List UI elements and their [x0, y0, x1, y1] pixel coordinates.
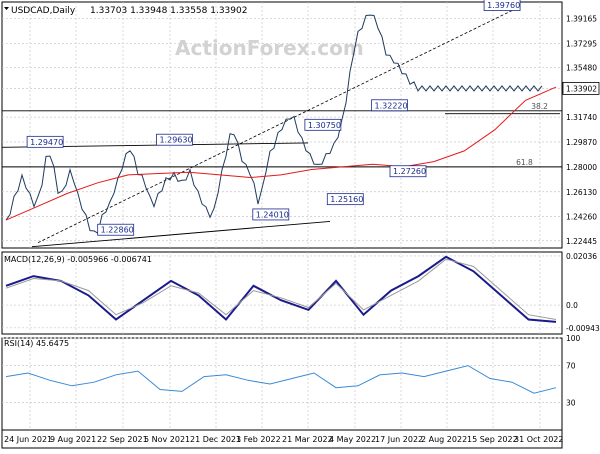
annotation-box [389, 165, 427, 178]
y-tick-label: 1.22445 [566, 237, 597, 246]
annotation-box [26, 135, 64, 148]
annotation-label: 1.24010 [256, 210, 289, 219]
long-trendline [37, 10, 513, 244]
annotation-label: 1.27260 [393, 167, 426, 176]
fibonacci-label: 61.8 [516, 158, 533, 167]
y-tick-label: 1.39165 [566, 14, 597, 23]
price-annotation: 1.29470 [26, 135, 64, 148]
last-price-tag: 1.33902 [562, 82, 600, 95]
price-frame [1, 1, 563, 249]
y-tick-label: 1.35480 [566, 63, 597, 72]
x-tick-label: 4 May 2022 [329, 435, 376, 444]
x-tick-label: 3 Feb 2022 [236, 435, 281, 444]
dropdown-arrow-icon [4, 7, 9, 10]
moving-average-line [5, 86, 557, 221]
x-tick-label: 21 Mar 2022 [282, 435, 333, 444]
signal-line [5, 258, 557, 320]
ohlc-label: 1.33703 1.33948 1.33558 1.33902 [90, 6, 247, 16]
rsi-tick-label: 70 [566, 362, 576, 371]
x-tick-label: 24 Jun 2021 [4, 435, 52, 444]
annotation-box [326, 193, 364, 206]
annotation-label: 1.29630 [159, 136, 192, 145]
annotation-label: 1.32220 [375, 101, 408, 110]
macd-frame [1, 251, 563, 335]
rsi-title: RSI(14) 45.6475 [4, 339, 69, 348]
y-axis-labels: 1.39165 1.37295 1.35480 1.31740 1.29870 1.280… [566, 14, 600, 407]
price-annotation: 1.29630 [156, 133, 193, 146]
annotation-box [371, 99, 408, 112]
y-tick-label: 1.26130 [566, 188, 597, 197]
y-tick-label: 1.37295 [566, 39, 597, 48]
fibonacci-label: 38.2 [531, 102, 548, 111]
x-tick-label: 17 Jun 2022 [375, 435, 423, 444]
price-annotation: 1.30750 [304, 118, 342, 131]
x-axis-frame [1, 429, 563, 449]
y-tick-label: 1.28000 [566, 163, 597, 172]
rsi-line [5, 365, 557, 394]
y-tick-label: 1.31740 [566, 113, 597, 122]
macd-tick-label: 0.0 [566, 301, 578, 310]
x-tick-label: 9 Aug 2021 [50, 435, 96, 444]
y-tick-label: 1.29870 [566, 138, 597, 147]
annotation-box [483, 0, 521, 11]
macd-title: MACD(12,26,9) -0.005966 -0.006741 [4, 255, 152, 264]
x-tick-label: 22 Sep 2021 [97, 435, 148, 444]
lower-channel-line [31, 220, 331, 248]
y-tick-label: 1.24260 [566, 213, 597, 222]
price-annotation: 1.39760 [483, 0, 521, 11]
x-tick-label: 31 Oct 2022 [514, 435, 563, 444]
annotation-label: 1.39760 [487, 1, 520, 10]
annotation-box [252, 208, 290, 221]
macd-tick-label: -0.009438 [566, 324, 600, 333]
rsi-panel [5, 365, 557, 394]
x-tick-label: 21 Dec 2021 [190, 435, 241, 444]
header-legend: USDCAD,Daily 1.33703 1.33948 1.33558 1.3… [4, 6, 247, 16]
price-annotation: 1.32220 [371, 99, 408, 112]
x-tick-label: 15 Sep 2022 [467, 435, 518, 444]
price-series-line [5, 14, 543, 234]
price-annotation: 1.24010 [252, 208, 290, 221]
annotation-label: 1.25160 [330, 195, 363, 204]
macd-panel [5, 255, 557, 323]
rsi-tick-label: 100 [566, 334, 581, 343]
rsi-tick-label: 30 [566, 398, 576, 407]
panel-frames [1, 1, 563, 449]
macd-tick-label: 0.02036 [566, 252, 597, 261]
last-price-box [562, 82, 600, 95]
annotation-label: 1.29470 [30, 138, 63, 147]
last-price-label: 1.33902 [566, 84, 597, 93]
annotation-label: 1.30750 [308, 121, 341, 130]
symbol-label: USDCAD,Daily [11, 6, 76, 16]
price-annotation: 1.22860 [97, 223, 135, 236]
price-annotation: 1.27260 [389, 165, 427, 178]
price-annotation: 1.25160 [326, 193, 364, 206]
annotation-box [304, 118, 342, 131]
price-panel: 1.39760 1.32220 1.30750 1.29630 1.29470 1.272… [1, 0, 600, 248]
annotation-box [97, 223, 135, 236]
annotation-label: 1.22860 [101, 226, 134, 235]
annotation-box [156, 133, 193, 146]
x-tick-label: 5 Nov 2021 [144, 435, 190, 444]
watermark: ActionForex.com [175, 36, 364, 60]
macd-line [5, 255, 557, 323]
x-tick-label: 2 Aug 2022 [421, 435, 467, 444]
